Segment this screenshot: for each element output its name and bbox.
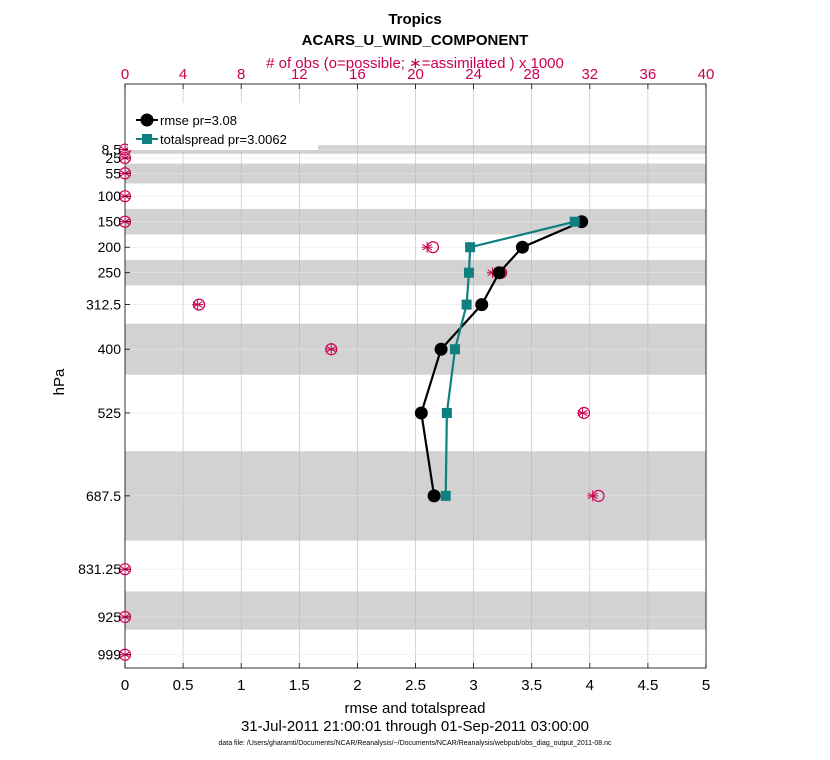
obs-assimilated-marker bbox=[577, 407, 589, 419]
y-tick-label: 250 bbox=[98, 265, 122, 281]
footnote: data file: /Users/gharamti/Documents/NCA… bbox=[218, 740, 612, 747]
x-tick-label: 3.5 bbox=[521, 677, 542, 694]
x-tick-label: 1 bbox=[237, 677, 245, 694]
top-tick-label: 20 bbox=[407, 66, 424, 83]
top-axis-ticks: 0 4 8 12 16 20 24 28 32 36 40 bbox=[121, 66, 715, 89]
legend-totalspread-label: totalspread pr=3.0062 bbox=[160, 132, 287, 147]
rmse-point bbox=[427, 489, 441, 503]
top-axis-label: # of obs (o=possible; ∗=assimilated ) x … bbox=[266, 55, 564, 72]
rmse-point bbox=[492, 266, 506, 280]
totalspread-point bbox=[441, 407, 452, 418]
y-tick-label: 687.5 bbox=[86, 488, 121, 504]
x-tick-label: 2 bbox=[353, 677, 361, 694]
y-tick-label: 312.5 bbox=[86, 297, 121, 313]
y-tick-label: 25 bbox=[105, 150, 121, 166]
y-tick-label: 8.5 bbox=[102, 142, 122, 158]
x-axis-label: rmse and totalspread bbox=[345, 700, 486, 717]
top-tick-label: 0 bbox=[121, 66, 129, 83]
y-tick-label: 200 bbox=[98, 239, 122, 255]
series-lines bbox=[414, 215, 589, 503]
y-tick-label: 150 bbox=[98, 214, 122, 230]
top-tick-label: 8 bbox=[237, 66, 245, 83]
vertical-grid bbox=[125, 84, 706, 668]
top-tick-label: 40 bbox=[698, 66, 715, 83]
totalspread-point bbox=[463, 267, 474, 278]
rmse-point bbox=[475, 298, 489, 312]
x-tick-label: 0 bbox=[121, 677, 129, 694]
x-tick-label: 5 bbox=[702, 677, 710, 694]
legend: rmse pr=3.08 totalspread pr=3.0062 bbox=[128, 103, 318, 150]
obs-assimilated-marker bbox=[587, 490, 599, 502]
x-tick-label: 1.5 bbox=[289, 677, 310, 694]
y-tick-label: 525 bbox=[98, 405, 122, 421]
obs-assimilated-marker bbox=[421, 241, 433, 253]
legend-box bbox=[128, 103, 318, 150]
rmse-point bbox=[515, 240, 529, 254]
rmse-point bbox=[414, 406, 428, 420]
y-tick-label: 55 bbox=[105, 165, 121, 181]
top-tick-label: 16 bbox=[349, 66, 366, 83]
top-tick-label: 4 bbox=[179, 66, 187, 83]
y-axis-label: hPa bbox=[51, 368, 68, 395]
y-tick-label: 400 bbox=[98, 341, 122, 357]
y-tick-label: 999 bbox=[98, 647, 122, 663]
chart-subtitle: ACARS_U_WIND_COMPONENT bbox=[302, 32, 529, 49]
obs-assimilated-marker bbox=[325, 343, 337, 355]
rmse-point bbox=[434, 342, 448, 356]
totalspread-point bbox=[461, 299, 472, 310]
x-tick-label: 4 bbox=[586, 677, 594, 694]
totalspread-point bbox=[569, 216, 580, 227]
top-tick-label: 24 bbox=[465, 66, 482, 83]
x-tick-label: 4.5 bbox=[637, 677, 658, 694]
legend-totalspread-marker bbox=[142, 134, 152, 144]
top-tick-label: 12 bbox=[291, 66, 308, 83]
totalspread-point bbox=[465, 242, 476, 253]
obs-assimilated-marker bbox=[192, 299, 204, 311]
chart-title: Tropics bbox=[388, 11, 441, 28]
bottom-axis-ticks: 0 0.5 1 1.5 2 2.5 3 3.5 4 4.5 5 bbox=[121, 663, 710, 694]
legend-rmse-marker bbox=[140, 113, 154, 127]
legend-rmse-label: rmse pr=3.08 bbox=[160, 113, 237, 128]
x-tick-label: 2.5 bbox=[405, 677, 426, 694]
top-tick-label: 32 bbox=[581, 66, 598, 83]
totalspread-point bbox=[440, 490, 451, 501]
y-tick-label: 831.25 bbox=[78, 561, 121, 577]
top-tick-label: 36 bbox=[640, 66, 657, 83]
y-tick-label: 925 bbox=[98, 609, 122, 625]
totalspread-point bbox=[450, 344, 461, 355]
date-range: 31-Jul-2011 21:00:01 through 01-Sep-2011… bbox=[241, 718, 589, 735]
x-tick-label: 0.5 bbox=[173, 677, 194, 694]
y-tick-label: 100 bbox=[98, 188, 122, 204]
x-tick-label: 3 bbox=[469, 677, 477, 694]
top-tick-label: 28 bbox=[523, 66, 540, 83]
